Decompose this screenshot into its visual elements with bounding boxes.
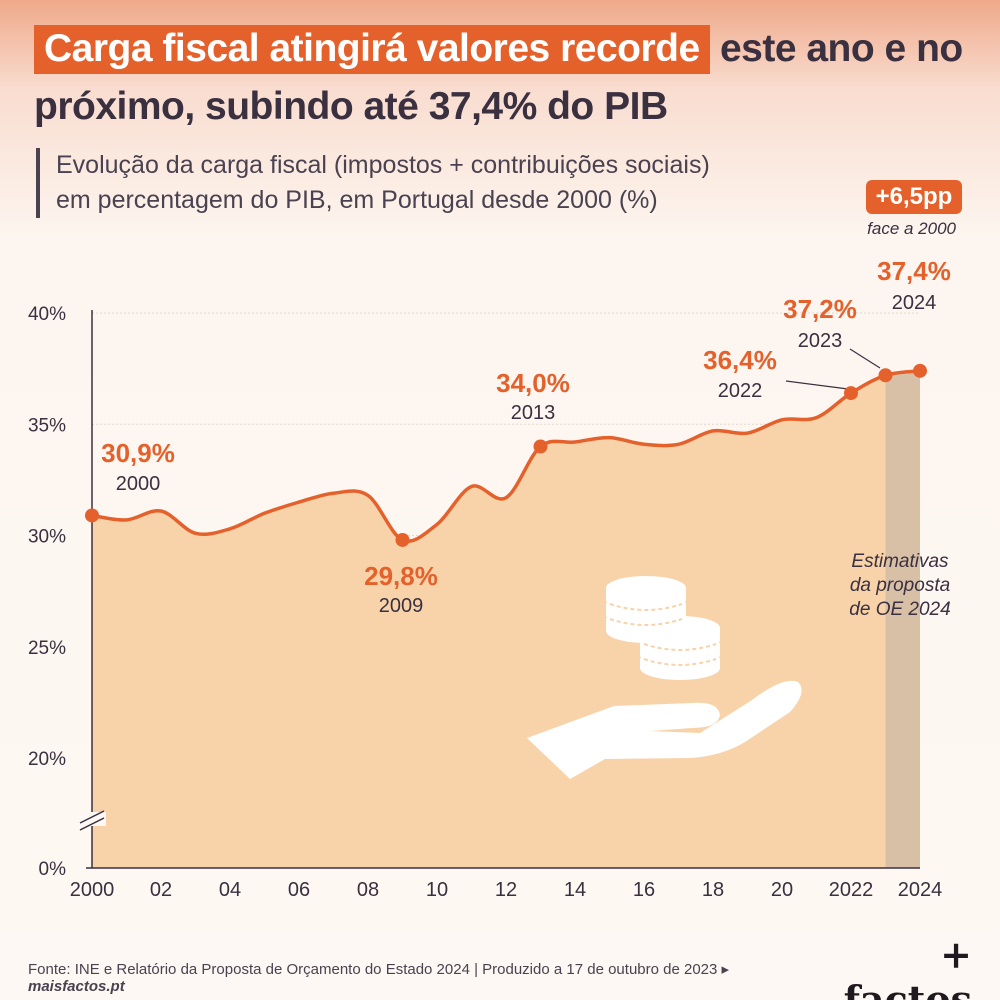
estimate-label: Estimativas da proposta de OE 2024 (849, 551, 950, 620)
coins-hand-icon (527, 576, 802, 779)
connector-2022 (785, 380, 849, 390)
chart-subtitle: Evolução da carga fiscal (impostos + con… (36, 148, 796, 218)
point-2009 (395, 532, 410, 547)
axis-break-mark-1 (79, 810, 105, 824)
x-tick-labels: 2000 02 04 06 08 10 12 14 16 18 20 2022 2024 (70, 879, 943, 901)
x-tick-label: 08 (357, 879, 379, 901)
x-tick-label: 16 (633, 879, 655, 901)
year-label-2000: 2000 (116, 473, 161, 495)
axis-break-gap (78, 812, 106, 826)
subtitle-line-1: Evolução da carga fiscal (impostos + con… (56, 151, 710, 179)
year-label-2022: 2022 (718, 380, 763, 402)
estimate-label-line: Estimativas (851, 551, 949, 572)
title-highlight: Carga fiscal atingirá valores recorde (34, 25, 710, 74)
year-label-2013: 2013 (511, 402, 556, 424)
y-tick-labels: 40% 35% 30% 25% 20% 0% (28, 304, 66, 880)
source-text: Fonte: INE e Relatório da Proposta de Or… (28, 961, 730, 978)
x-tick-label: 2022 (829, 879, 874, 901)
year-label-2009: 2009 (379, 595, 424, 617)
year-label-2024: 2024 (892, 292, 937, 314)
point-2023 (878, 368, 893, 383)
estimate-label-line: de OE 2024 (849, 599, 950, 620)
value-label-2000: 30,9% (101, 438, 175, 468)
x-tick-label: 20 (771, 879, 793, 901)
x-tick-label: 10 (426, 879, 448, 901)
estimate-region (885, 370, 920, 868)
area-fill (92, 370, 920, 868)
estimate-label-line: da proposta (850, 575, 950, 596)
point-2000 (85, 508, 99, 523)
source-note: Fonte: INE e Relatório da Proposta de Or… (28, 960, 828, 995)
highlight-labels: 30,9% 2000 29,8% 2009 34,0% 2013 36,4% 2022 37,2… (101, 256, 951, 617)
change-badge: +6,5pp (866, 180, 962, 214)
value-label-2024: 37,4% (877, 256, 951, 286)
y-tick-label: 30% (28, 527, 66, 548)
point-2013 (533, 439, 548, 454)
y-tick-label: 0% (39, 859, 67, 880)
change-badge-note: face a 2000 (867, 219, 956, 238)
label-connectors (785, 348, 881, 390)
axis-break-mark-2 (79, 817, 105, 831)
brand-logo: + factos (843, 932, 972, 1000)
y-tick-label: 20% (28, 749, 66, 770)
x-tick-label: 02 (150, 879, 172, 901)
title-rest: este ano e no próximo, subindo até 37,4%… (34, 27, 963, 128)
value-label-2009: 29,8% (364, 561, 438, 591)
source-site: maisfactos.pt (28, 978, 125, 995)
connector-2023 (849, 348, 881, 369)
y-tick-label: 25% (28, 638, 66, 659)
x-tick-label: 06 (288, 879, 310, 901)
chart-axes (78, 310, 920, 869)
x-tick-label: 2000 (70, 879, 115, 901)
y-tick-label: 40% (28, 304, 66, 325)
point-2024 (913, 363, 927, 378)
point-2022 (844, 386, 858, 401)
y-tick-label: 35% (28, 415, 66, 436)
chart-title: Carga fiscal atingirá valores recorde es… (34, 20, 974, 136)
value-label-2013: 34,0% (496, 368, 570, 398)
x-tick-label: 14 (564, 879, 586, 901)
x-tick-label: 2024 (898, 879, 943, 901)
highlight-points (85, 363, 927, 547)
value-label-2023: 37,2% (783, 294, 857, 324)
x-tick-label: 12 (495, 879, 517, 901)
value-label-2022: 36,4% (703, 345, 777, 375)
subtitle-line-2: em percentagem do PIB, em Portugal desde… (56, 186, 658, 214)
year-label-2023: 2023 (798, 330, 843, 352)
series-line (91, 369, 921, 543)
x-tick-label: 18 (702, 879, 724, 901)
x-tick-label: 04 (219, 879, 241, 901)
